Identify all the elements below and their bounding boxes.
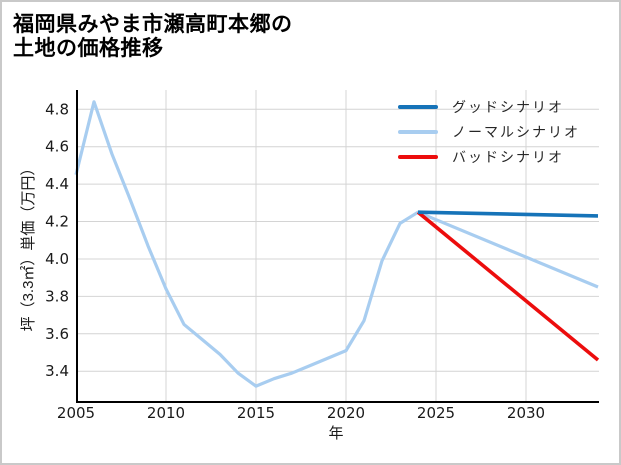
- grid-lines: [77, 90, 599, 402]
- x-axis-title: 年: [328, 425, 343, 442]
- legend-label-normal: ノーマルシナリオ: [452, 123, 580, 140]
- x-tick-label-2025: 2025: [417, 404, 455, 422]
- y-tick-label-3.6: 3.6: [45, 325, 69, 343]
- x-tick-label-2030: 2030: [507, 404, 545, 422]
- series-line-good: [417, 210, 599, 218]
- x-tick-label-2010: 2010: [147, 404, 185, 422]
- y-tick-label-4.8: 4.8: [45, 100, 69, 118]
- y-tick-label-4.6: 4.6: [45, 138, 69, 156]
- series-lines: [74, 100, 600, 388]
- y-tick-label-4.4: 4.4: [45, 175, 69, 193]
- x-tick-label-2005: 2005: [57, 404, 95, 422]
- y-tick-label-4.2: 4.2: [45, 213, 69, 231]
- x-tick-label-2015: 2015: [237, 404, 275, 422]
- legend: グッドシナリオ ノーマルシナリオ バッドシナリオ: [398, 94, 580, 169]
- legend-item-normal[interactable]: ノーマルシナリオ: [398, 119, 580, 144]
- chart-title: 福岡県みやま市瀬高町本郷の 土地の価格推移: [13, 13, 293, 61]
- y-tick-label-4.0: 4.0: [45, 250, 69, 268]
- legend-item-good[interactable]: グッドシナリオ: [398, 94, 580, 119]
- y-tick-label-3.4: 3.4: [45, 362, 69, 380]
- series-line-bad: [416, 210, 600, 362]
- legend-label-good: グッドシナリオ: [452, 98, 564, 115]
- axis-spines: [76, 90, 599, 403]
- chart-title-line1: 福岡県みやま市瀬高町本郷の: [13, 13, 293, 36]
- x-tick-label-2020: 2020: [327, 404, 365, 422]
- y-tick-label-3.8: 3.8: [45, 287, 69, 305]
- chart-title-line2: 土地の価格推移: [13, 37, 164, 60]
- legend-swatch-normal: [398, 129, 438, 134]
- legend-swatch-good: [398, 104, 438, 109]
- tick-labels: 2005 2010 2015 2020 2025 2030 3.4 3.6 3.8 4.0 4.2 4…: [45, 100, 545, 422]
- legend-swatch-bad: [398, 154, 438, 159]
- y-axis-title: 坪（3.3㎡）単価（万円）: [20, 161, 37, 332]
- series-line-normal: [74, 100, 599, 388]
- legend-item-bad[interactable]: バッドシナリオ: [398, 144, 580, 169]
- legend-label-bad: バッドシナリオ: [452, 148, 564, 165]
